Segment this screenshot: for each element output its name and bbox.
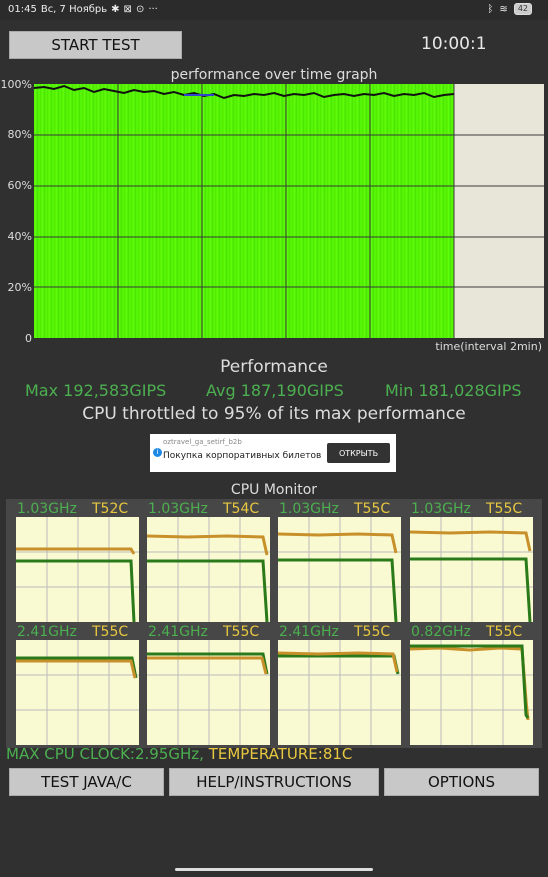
core-1-graph xyxy=(16,517,139,623)
core-2-freq: 1.03GHz xyxy=(148,501,208,517)
core-5-freq: 2.41GHz xyxy=(17,624,77,640)
more-icon: ··· xyxy=(148,4,158,15)
ad-banner[interactable]: i oztravel_ga_setirf_b2b Покупка корпора… xyxy=(150,434,396,472)
core-6-freq: 2.41GHz xyxy=(148,624,208,640)
core-6-temp: T55C xyxy=(223,624,260,640)
core-7-graph xyxy=(277,640,401,745)
performance-title: Performance xyxy=(220,357,328,377)
graph-grid xyxy=(34,84,544,338)
start-test-button[interactable]: START TEST xyxy=(9,31,182,59)
clock: 01:45 xyxy=(8,4,37,15)
core-8-graph xyxy=(409,640,533,745)
core-7-temp: T55C xyxy=(354,624,391,640)
cpu-monitor-panel: 1.03GHz T52C 1.03GHz T54C 1.03GHz T55C 1… xyxy=(6,499,542,748)
max-cpu-clock: MAX CPU CLOCK:2.95GHz, xyxy=(6,745,204,763)
test-java-button[interactable]: TEST JAVA/C xyxy=(9,768,164,796)
y-tick-100: 100% xyxy=(0,78,32,91)
performance-graph xyxy=(34,84,544,338)
throttle-summary: CPU throttled to 95% of its max performa… xyxy=(82,404,466,424)
core-4-freq: 1.03GHz xyxy=(411,501,471,517)
core-3-graph xyxy=(277,517,401,623)
graph-overlay xyxy=(34,84,544,338)
ad-info-icon[interactable]: i xyxy=(153,448,162,457)
max-performance: Max 192,583GIPS xyxy=(25,381,167,400)
core-8-freq: 0.82GHz xyxy=(411,624,471,640)
ad-source: oztravel_ga_setirf_b2b xyxy=(163,438,242,446)
y-tick-40: 40% xyxy=(7,230,32,243)
core-1-freq: 1.03GHz xyxy=(17,501,77,517)
core-3-freq: 1.03GHz xyxy=(279,501,339,517)
bluetooth-icon: ᛒ xyxy=(487,3,494,15)
battery-icon: 42 xyxy=(513,3,532,15)
avg-performance: Avg 187,190GIPS xyxy=(206,381,344,400)
performance-fill xyxy=(34,84,454,338)
gear-icon: ✱ xyxy=(111,4,120,15)
y-tick-20: 20% xyxy=(7,281,32,294)
x-axis-label: time(interval 2min) xyxy=(435,340,542,353)
y-tick-80: 80% xyxy=(7,128,32,141)
core-8-temp: T55C xyxy=(486,624,523,640)
wifi-icon: ≋ xyxy=(499,3,508,15)
core-5-graph xyxy=(16,640,139,745)
y-tick-0: 0 xyxy=(25,332,32,345)
media-icon: ⊠ xyxy=(123,4,132,15)
gesture-nav-bar[interactable] xyxy=(175,868,373,871)
core-2-graph xyxy=(146,517,270,623)
cpu-monitor-title: CPU Monitor xyxy=(230,482,318,498)
ad-text: Покупка корпоративных билетов xyxy=(163,451,322,461)
min-performance: Min 181,028GIPS xyxy=(385,381,522,400)
status-bar: 01:45 Вс, 7 Ноябрь ✱ ⊠ ⊙ ··· ᛒ ≋ 42 xyxy=(0,0,548,20)
graph-title: performance over time graph xyxy=(170,67,378,83)
test-timer: 10:00:1 xyxy=(421,34,487,54)
cpu-info-line: MAX CPU CLOCK:2.95GHz, TEMPERATURE:81C xyxy=(6,745,352,763)
help-instructions-button[interactable]: HELP/INSTRUCTIONS xyxy=(169,768,379,796)
y-tick-60: 60% xyxy=(7,179,32,192)
date: Вс, 7 Ноябрь xyxy=(40,4,108,15)
alarm-icon: ⊙ xyxy=(135,4,145,15)
core-5-temp: T55C xyxy=(92,624,129,640)
core-2-temp: T54C xyxy=(223,501,260,517)
options-button[interactable]: OPTIONS xyxy=(384,768,539,796)
core-4-temp: T55C xyxy=(486,501,523,517)
core-1-temp: T52C xyxy=(92,501,129,517)
core-6-graph xyxy=(147,640,270,745)
ad-open-button[interactable]: ОТКРЫТЬ xyxy=(327,443,390,463)
core-3-temp: T55C xyxy=(354,501,391,517)
performance-line xyxy=(34,84,455,100)
core-4-graph xyxy=(409,517,533,623)
cpu-temperature: TEMPERATURE:81C xyxy=(208,745,353,763)
core-7-freq: 2.41GHz xyxy=(279,624,339,640)
